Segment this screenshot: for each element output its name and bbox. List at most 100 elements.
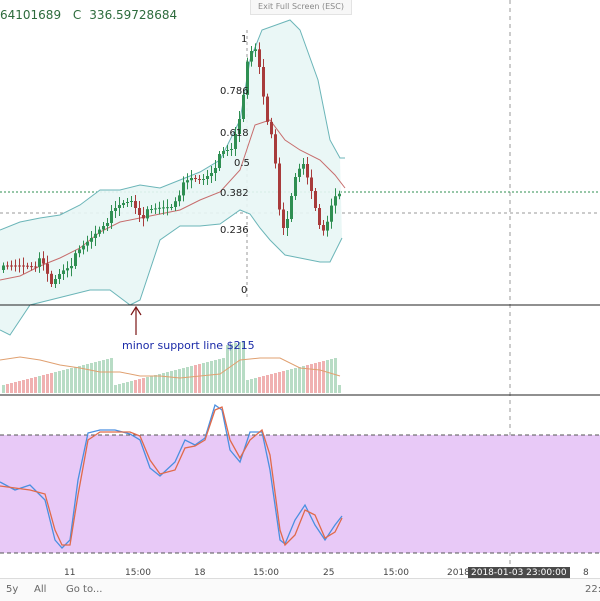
volume-bar: [318, 362, 321, 393]
candle: [6, 265, 9, 267]
candle: [330, 205, 333, 222]
volume-bar: [334, 358, 337, 393]
support-annotation[interactable]: minor support line $215: [122, 339, 255, 352]
candle: [202, 179, 205, 180]
volume-bar: [274, 373, 277, 393]
volume-bar: [266, 375, 269, 393]
volume-bar: [314, 363, 317, 393]
candle: [282, 209, 285, 228]
candle: [206, 176, 209, 179]
candle: [294, 177, 297, 196]
volume-bar: [250, 379, 253, 393]
candle: [250, 51, 253, 62]
time-readout: 22:: [585, 584, 600, 595]
volume-bar: [246, 380, 249, 393]
candle: [114, 208, 117, 211]
candle: [106, 223, 109, 226]
candle: [90, 238, 93, 242]
volume-bar: [98, 361, 101, 393]
candle: [274, 134, 277, 164]
candle: [334, 196, 337, 206]
volume-bar: [54, 372, 57, 393]
volume-bar: [122, 383, 125, 393]
fib-label-05: 0.5: [234, 158, 250, 169]
candle: [306, 164, 309, 178]
candle: [82, 245, 85, 250]
candle: [194, 178, 197, 179]
candle: [246, 61, 249, 95]
range-5y-button[interactable]: 5y: [6, 584, 19, 595]
volume-bar: [2, 385, 5, 393]
volume-bar: [158, 374, 161, 393]
x-tick-1500-b: 15:00: [253, 568, 279, 578]
candle: [150, 209, 153, 210]
volume-bar: [302, 366, 305, 393]
volume-bar: [210, 361, 213, 393]
candle: [86, 241, 89, 246]
candle: [302, 164, 305, 169]
volume-bar: [238, 342, 241, 393]
fib-label-1: 1: [241, 34, 247, 45]
volume-bar: [90, 363, 93, 393]
candle: [218, 154, 221, 168]
candle: [314, 191, 317, 208]
candle: [118, 205, 121, 208]
ohlc-header: 64101689 C 336.59728684: [0, 8, 185, 22]
candle: [158, 207, 161, 209]
bollinger-lower-band: [0, 209, 343, 336]
candle: [14, 265, 17, 267]
volume-bar: [18, 381, 21, 393]
volume-bar: [182, 368, 185, 393]
candle: [70, 266, 73, 269]
candle: [258, 49, 261, 67]
x-tick-2018: 2018: [447, 568, 470, 578]
candle: [186, 180, 189, 183]
goto-date-button[interactable]: Go to...: [66, 584, 103, 595]
range-all-button[interactable]: All: [34, 584, 47, 595]
x-tick-18: 18: [194, 568, 206, 578]
volume-bar: [186, 367, 189, 393]
x-tick-25: 25: [323, 568, 334, 578]
candle: [142, 215, 145, 219]
candle: [226, 150, 229, 151]
bollinger-upper-band: [0, 19, 345, 231]
volume-bar: [262, 376, 265, 393]
candle: [146, 209, 149, 219]
volume-bar: [254, 378, 257, 393]
volume-bar: [286, 370, 289, 393]
volume-bar: [154, 375, 157, 393]
volume-bar: [46, 374, 49, 393]
exit-fullscreen-button[interactable]: Exit Full Screen (ESC): [250, 0, 352, 15]
candle: [62, 270, 65, 274]
candle: [130, 201, 133, 202]
candle: [38, 258, 41, 267]
volume-bar: [118, 384, 121, 393]
volume-bar: [206, 362, 209, 393]
volume-bar: [30, 378, 33, 393]
volume-bar: [110, 358, 113, 393]
candle: [58, 274, 61, 279]
candle: [98, 229, 101, 234]
x-tick-8: 8: [583, 568, 589, 578]
stochastic-d-line: [0, 406, 343, 547]
candle: [30, 266, 33, 268]
candle: [34, 266, 37, 268]
volume-bar: [162, 373, 165, 393]
candle: [46, 263, 49, 274]
candle: [54, 279, 57, 284]
time-axis: 11 15:00 18 15:00 25 15:00 2018 8: [64, 568, 589, 578]
candle: [254, 49, 257, 51]
candle: [126, 202, 129, 203]
volume-bar: [150, 376, 153, 393]
candle: [78, 249, 81, 254]
volume-bar: [86, 364, 89, 393]
volume-bar: [138, 379, 141, 393]
volume-bar: [322, 361, 325, 393]
volume-bar: [270, 374, 273, 393]
x-tick-1500-c: 15:00: [383, 568, 409, 578]
candle: [222, 151, 225, 154]
volume-bar: [218, 359, 221, 393]
volume-bar: [326, 360, 329, 393]
candle: [26, 265, 29, 267]
